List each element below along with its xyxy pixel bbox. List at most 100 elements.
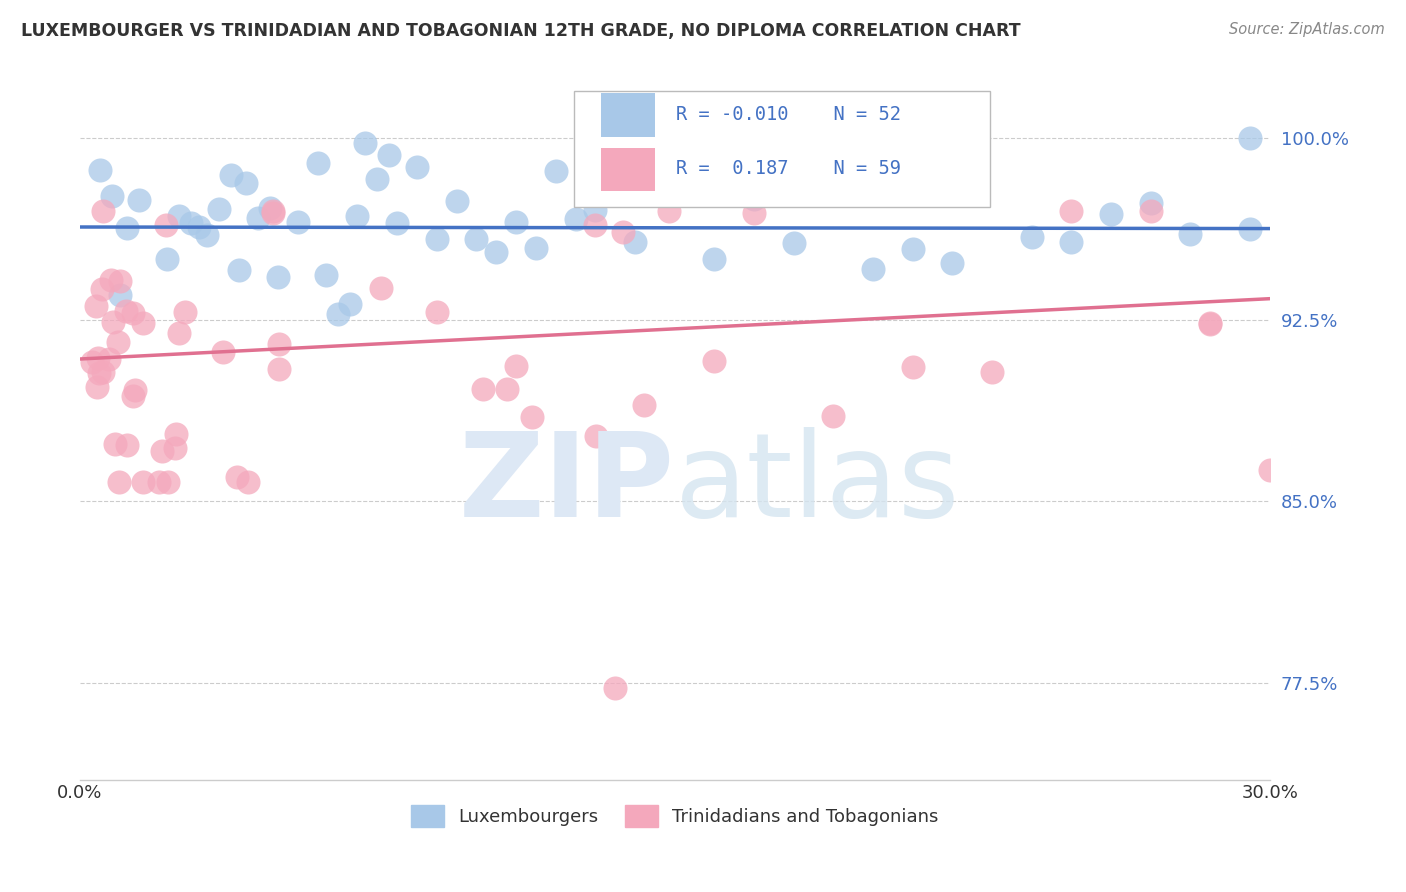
Point [742,206,765,220]
Point [225,470,247,484]
Point [180,216,202,230]
Point [262,205,284,219]
Point [267,270,290,285]
Point [505,359,527,374]
Point [262,203,284,218]
Point [1258,463,1281,477]
Point [1180,227,1202,241]
Point [121,305,143,319]
Point [86,380,108,394]
Point [1021,230,1043,244]
Point [115,304,138,318]
Point [1239,131,1261,145]
Point [496,382,519,396]
Point [187,220,209,235]
Point [326,307,349,321]
Point [1199,316,1222,330]
Point [247,211,270,225]
Point [307,156,329,170]
Point [315,268,337,282]
Point [167,209,190,223]
Point [91,365,114,379]
Point [211,344,233,359]
Point [354,136,377,150]
Point [941,255,963,269]
Point [633,398,655,412]
Point [287,215,309,229]
Point [981,365,1004,379]
Point [1139,203,1161,218]
Point [862,261,884,276]
Point [131,316,153,330]
Point [110,274,132,288]
Point [505,215,527,229]
Text: LUXEMBOURGER VS TRINIDADIAN AND TOBAGONIAN 12TH GRADE, NO DIPLOMA CORRELATION CH: LUXEMBOURGER VS TRINIDADIAN AND TOBAGONI… [21,22,1021,40]
Point [208,202,231,216]
Point [624,235,647,250]
Point [564,212,586,227]
Point [544,163,567,178]
Point [426,232,449,246]
Point [658,203,681,218]
Point [823,409,845,423]
Point [446,194,468,208]
Point [471,382,494,396]
Point [122,389,145,403]
Point [259,201,281,215]
Point [1199,317,1222,331]
Point [236,475,259,489]
Point [128,194,150,208]
Point [148,475,170,489]
Point [173,304,195,318]
Legend: Luxembourgers, Trinidadians and Tobagonians: Luxembourgers, Trinidadians and Tobagoni… [404,797,946,834]
FancyBboxPatch shape [574,92,990,207]
Point [219,168,242,182]
Point [385,216,408,230]
Point [1060,203,1083,218]
Point [346,209,368,223]
Point [165,427,187,442]
Point [1139,195,1161,210]
Point [117,437,139,451]
Point [235,176,257,190]
Point [339,296,361,310]
Text: Source: ZipAtlas.com: Source: ZipAtlas.com [1229,22,1385,37]
Point [703,354,725,368]
Point [703,252,725,267]
Point [80,355,103,369]
Point [167,326,190,340]
Point [195,228,218,243]
Point [89,366,111,380]
Point [100,189,122,203]
Text: ZIP: ZIP [458,427,675,542]
Point [124,383,146,397]
Point [228,262,250,277]
Point [783,235,806,250]
Text: atlas: atlas [675,427,960,542]
Point [98,351,121,366]
Point [267,362,290,376]
Point [108,475,131,489]
Point [84,299,107,313]
Point [1060,235,1083,250]
Point [742,192,765,206]
Point [465,232,488,246]
Point [485,244,508,259]
Point [1239,221,1261,235]
Point [103,437,125,451]
Point [664,166,686,180]
Point [406,160,429,174]
Point [132,475,155,489]
Point [150,444,173,458]
Point [108,288,131,302]
Point [155,218,177,232]
Point [117,221,139,235]
FancyBboxPatch shape [600,148,655,191]
Point [901,242,924,256]
Point [524,241,547,255]
Point [163,442,186,456]
Point [156,475,179,489]
Text: R = -0.010    N = 52: R = -0.010 N = 52 [676,105,901,124]
Point [585,219,607,233]
Point [90,282,112,296]
